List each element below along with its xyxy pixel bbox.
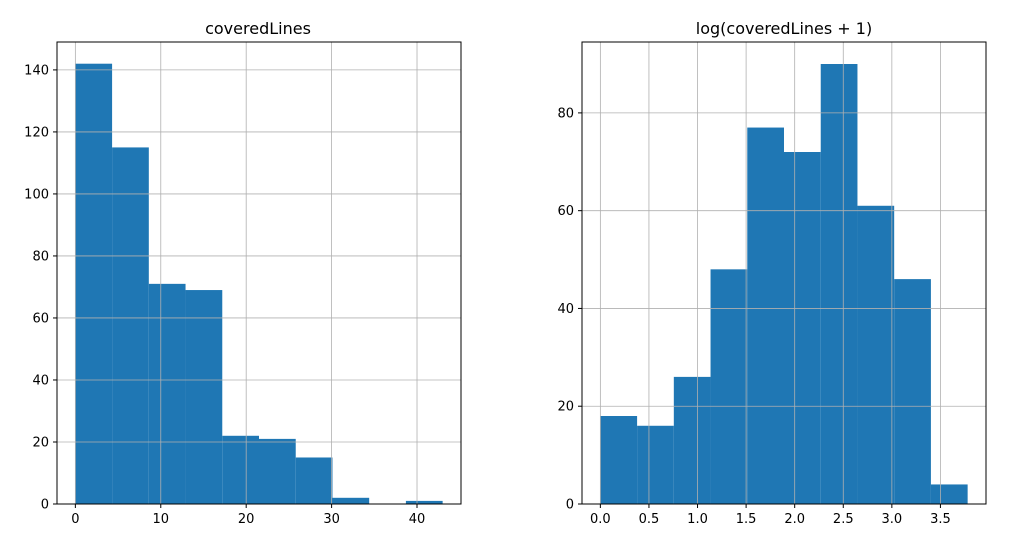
x-tick-label: 20 xyxy=(238,512,255,527)
histogram-log-covered-lines: 0.0 0.5 1.0 1.5 2.0 2.5 3.0 3.5 0 20 40 60 80 log(cov… xyxy=(557,19,987,527)
y-tick-label: 140 xyxy=(24,63,49,78)
histogram-bar xyxy=(894,279,931,504)
bars xyxy=(75,63,443,504)
histogram-bar xyxy=(185,290,223,504)
x-tick-label: 10 xyxy=(153,512,170,527)
y-tick-label: 40 xyxy=(557,302,574,317)
x-tick-label: 2.5 xyxy=(833,512,854,527)
histogram-bar xyxy=(75,63,113,504)
y-tick-label: 60 xyxy=(557,204,574,219)
y-tick-label: 20 xyxy=(557,400,574,415)
x-tick-label: 3.0 xyxy=(882,512,903,527)
x-tick-label: 2.0 xyxy=(784,512,805,527)
x-tick-label: 1.0 xyxy=(687,512,708,527)
histogram-bar xyxy=(148,283,186,504)
histogram-bar xyxy=(295,457,333,504)
y-axis: 0 20 40 60 80 xyxy=(557,106,582,513)
y-tick-label: 0 xyxy=(566,498,574,513)
x-tick-label: 30 xyxy=(323,512,340,527)
y-tick-label: 80 xyxy=(557,106,574,121)
histogram-bar xyxy=(259,438,296,504)
y-tick-label: 0 xyxy=(41,498,49,513)
x-tick-label: 3.5 xyxy=(930,512,951,527)
histogram-bar xyxy=(405,500,443,504)
x-tick-label: 40 xyxy=(409,512,426,527)
x-tick-label: 0 xyxy=(71,512,79,527)
histogram-bar xyxy=(784,152,821,504)
histogram-bar xyxy=(747,127,784,505)
x-tick-label: 0.0 xyxy=(590,512,611,527)
histogram-covered-lines: 0 10 20 30 40 0 20 40 60 80 100 120 140 coveredLines xyxy=(24,19,462,527)
chart-title: log(coveredLines + 1) xyxy=(696,19,872,38)
histogram-bar xyxy=(637,425,674,504)
y-axis: 0 20 40 60 80 100 120 140 xyxy=(24,63,57,513)
histogram-bar xyxy=(600,416,638,504)
axes-frame xyxy=(581,41,987,505)
y-tick-label: 80 xyxy=(32,249,49,264)
histogram-bar xyxy=(112,147,149,504)
chart-title: coveredLines xyxy=(205,19,311,38)
x-axis: 0.0 0.5 1.0 1.5 2.0 2.5 3.0 3.5 xyxy=(590,504,951,527)
histogram-bar xyxy=(930,484,968,504)
histogram-bar xyxy=(820,64,858,504)
histogram-bar xyxy=(710,269,748,504)
x-tick-label: 1.5 xyxy=(736,512,757,527)
y-tick-label: 120 xyxy=(24,125,49,140)
y-tick-label: 60 xyxy=(32,311,49,326)
histogram-bar xyxy=(332,497,370,504)
y-tick-label: 40 xyxy=(32,373,49,388)
axes-frame xyxy=(56,41,462,505)
x-tick-label: 0.5 xyxy=(639,512,660,527)
x-axis: 0 10 20 30 40 xyxy=(71,504,425,527)
y-tick-label: 100 xyxy=(24,187,49,202)
histogram-bar xyxy=(673,376,711,504)
y-tick-label: 20 xyxy=(32,435,49,450)
histogram-bar xyxy=(857,205,895,504)
histogram-bar xyxy=(222,435,259,504)
